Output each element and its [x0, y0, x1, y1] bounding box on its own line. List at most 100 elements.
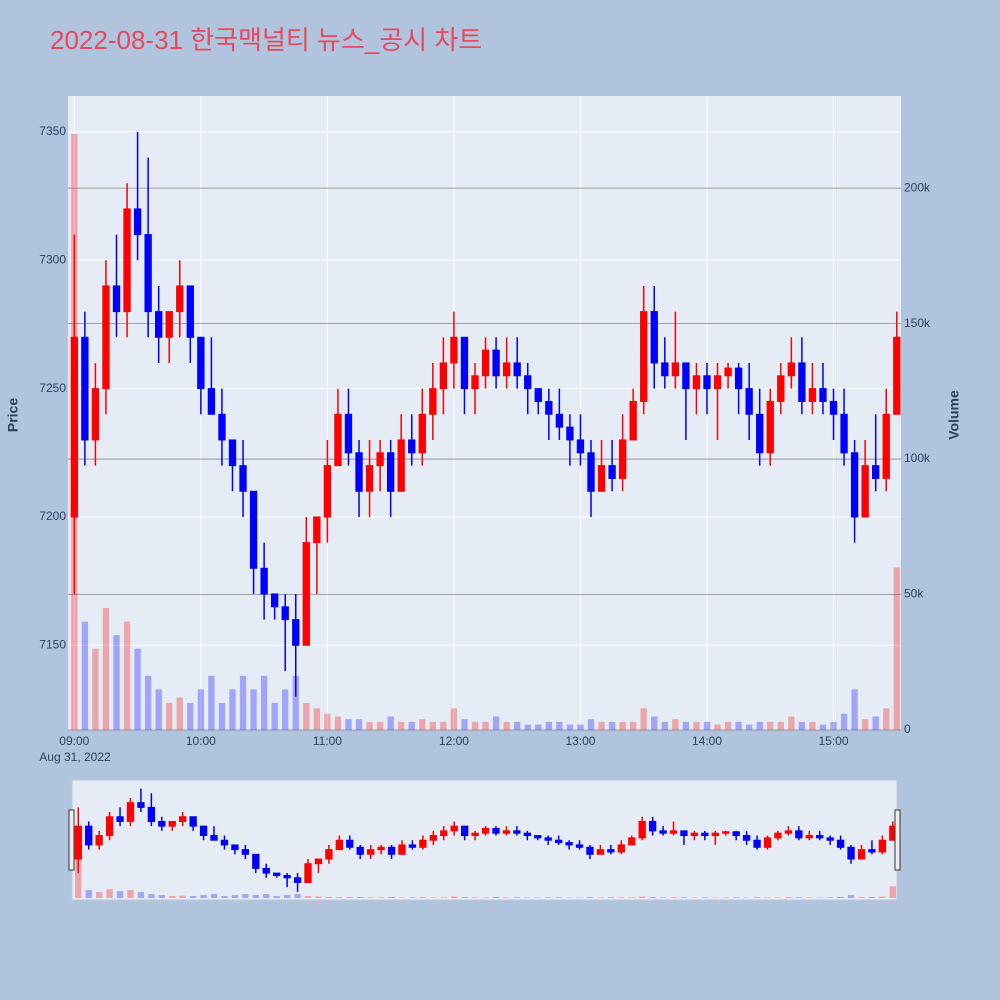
candle-body	[882, 413, 890, 479]
slider-volume-bar	[492, 897, 500, 898]
volume-bar	[471, 721, 479, 730]
candle-body	[798, 362, 806, 402]
volume-bar	[535, 724, 542, 730]
slider-candle-body	[554, 839, 563, 844]
slider-candle-body	[857, 849, 866, 860]
x-tick-label: 15:00	[819, 734, 849, 748]
volume-bar	[640, 708, 647, 730]
slider-volume-bar	[189, 896, 197, 898]
slider-candle-body	[586, 846, 594, 855]
candle-body	[555, 413, 564, 428]
candle-body	[386, 452, 395, 492]
volume-bar	[672, 719, 679, 730]
candle-body	[471, 375, 479, 390]
slider-candle-body	[304, 863, 312, 884]
candle-body	[376, 452, 384, 467]
volume-bar	[376, 721, 384, 730]
slider-volume-bar	[774, 897, 782, 898]
candle-body	[850, 452, 859, 518]
volume-bar	[260, 675, 268, 730]
candle-body	[734, 367, 743, 390]
candle-body	[313, 516, 321, 544]
volume-bar	[619, 721, 626, 730]
volume-bar	[144, 675, 152, 730]
candle-body	[534, 388, 542, 402]
slider-candle-body	[210, 835, 218, 841]
candle-body	[271, 593, 279, 608]
candle-body	[861, 465, 869, 518]
volume-bar	[598, 721, 605, 730]
candle-body	[724, 367, 732, 377]
slider-volume-bar	[252, 895, 259, 898]
candle-body	[355, 452, 363, 492]
slider-candle-body	[346, 839, 354, 848]
slider-volume-bar	[200, 895, 207, 898]
range-slider[interactable]	[71, 779, 898, 901]
candle-body	[450, 336, 458, 364]
slider-candle-body	[847, 846, 855, 860]
slider-candle-body	[137, 802, 145, 808]
volume-bar	[893, 567, 900, 730]
y-tick-label: 7200	[39, 509, 66, 523]
slider-candle-body	[596, 849, 605, 855]
slider-volume-bar	[670, 897, 677, 898]
y-tick-label: 7300	[39, 252, 66, 266]
candle-body	[872, 465, 880, 479]
slider-candle-body	[241, 849, 250, 855]
candle-body	[640, 311, 648, 402]
slider-candle-body	[460, 825, 469, 837]
slider-candle-body	[262, 867, 270, 874]
candle-body	[893, 336, 901, 415]
slider-candle-body	[85, 825, 93, 846]
y2-tick-label: 0	[904, 722, 911, 736]
slider-handle[interactable]	[894, 809, 901, 871]
candle-body	[249, 490, 258, 569]
slider-volume-bar	[409, 897, 416, 898]
volume-bar	[587, 719, 595, 730]
slider-candle-body	[168, 820, 176, 827]
volume-bar	[313, 708, 321, 730]
slider-candle-body	[711, 832, 719, 837]
slider-candle-body	[669, 830, 678, 834]
slider-volume-bar	[827, 897, 834, 898]
slider-volume-bar	[304, 896, 312, 898]
volume-bar	[809, 721, 816, 730]
slider-volume-bar	[691, 897, 698, 898]
candle-body	[323, 465, 332, 518]
candle-body	[176, 285, 184, 313]
slider-volume-bar	[148, 894, 155, 898]
slider-volume-bar	[858, 897, 865, 898]
candle-body	[787, 362, 796, 377]
volume-bar	[208, 675, 215, 730]
slider-volume-bar	[95, 892, 103, 898]
volume-bar	[819, 724, 827, 730]
slider-candle-body	[450, 825, 458, 832]
slider-volume-bar	[263, 894, 270, 898]
slider-candle-body	[325, 849, 333, 860]
volume-bar	[703, 721, 711, 730]
candle-body	[545, 400, 553, 415]
candle-body	[661, 362, 669, 377]
slider-volume-bar	[158, 895, 165, 898]
y-tick-label: 7350	[39, 124, 66, 138]
x-tick-label: 09:00	[59, 734, 89, 748]
candle-body	[566, 426, 574, 441]
volume-bar	[387, 716, 394, 730]
slider-volume-bar	[680, 897, 688, 898]
slider-candle-body	[377, 846, 385, 851]
slider-candle-body	[763, 837, 772, 848]
candle-body	[608, 465, 616, 479]
candle-body	[756, 413, 764, 454]
x-tick-label: 10:00	[186, 734, 216, 748]
slider-candle-body	[836, 839, 845, 848]
slider-candle-body	[252, 853, 260, 869]
candle-body	[281, 606, 289, 621]
candle-body	[397, 439, 405, 492]
volume-bar	[92, 648, 99, 730]
volume-bar	[303, 702, 310, 730]
candle-body	[292, 619, 300, 646]
slider-handle[interactable]	[68, 809, 75, 871]
slider-candle-body	[774, 832, 782, 839]
candle-body	[745, 388, 753, 415]
volume-bar	[292, 675, 299, 730]
